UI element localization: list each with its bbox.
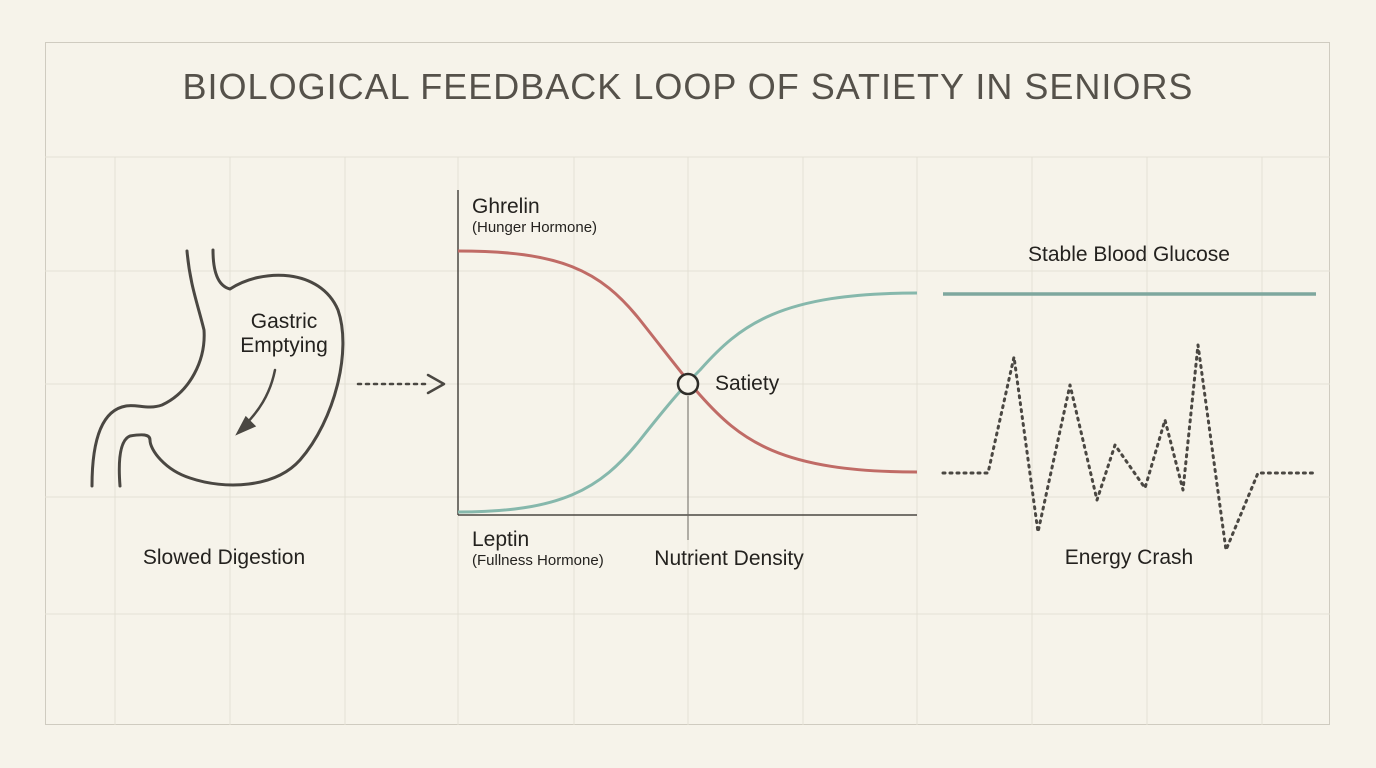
stable-blood-glucose-label: Stable Blood Glucose (1028, 243, 1230, 266)
nutrient-density-axis-label: Nutrient Density (654, 547, 804, 570)
leptin-sublabel: (Fullness Hormone) (472, 552, 604, 569)
page-title: BIOLOGICAL FEEDBACK LOOP OF SATIETY IN S… (182, 66, 1194, 107)
satiety-label: Satiety (715, 372, 780, 395)
leptin-label: Leptin (472, 528, 530, 551)
leptin-curve (457, 291, 918, 514)
stomach-outline-icon (90, 248, 345, 488)
slowed-digestion-caption: Slowed Digestion (142, 546, 306, 569)
ghrelin-label: Ghrelin (472, 195, 540, 218)
hormone-chart-axes (457, 190, 917, 540)
ghrelin-sublabel: (Hunger Hormone) (472, 219, 598, 236)
energy-crash-label: Energy Crash (1064, 546, 1194, 569)
dotted-arrow-icon (356, 373, 446, 395)
energy-crash-line (941, 343, 1318, 552)
ghrelin-curve (457, 249, 918, 474)
gastric-emptying-arrow-icon (235, 368, 277, 436)
satiety-point-marker (676, 372, 700, 396)
gastric-emptying-label-line2: Emptying (240, 334, 328, 357)
gastric-emptying-label-line1: Gastric (250, 310, 318, 333)
background-grid (45, 156, 1330, 725)
